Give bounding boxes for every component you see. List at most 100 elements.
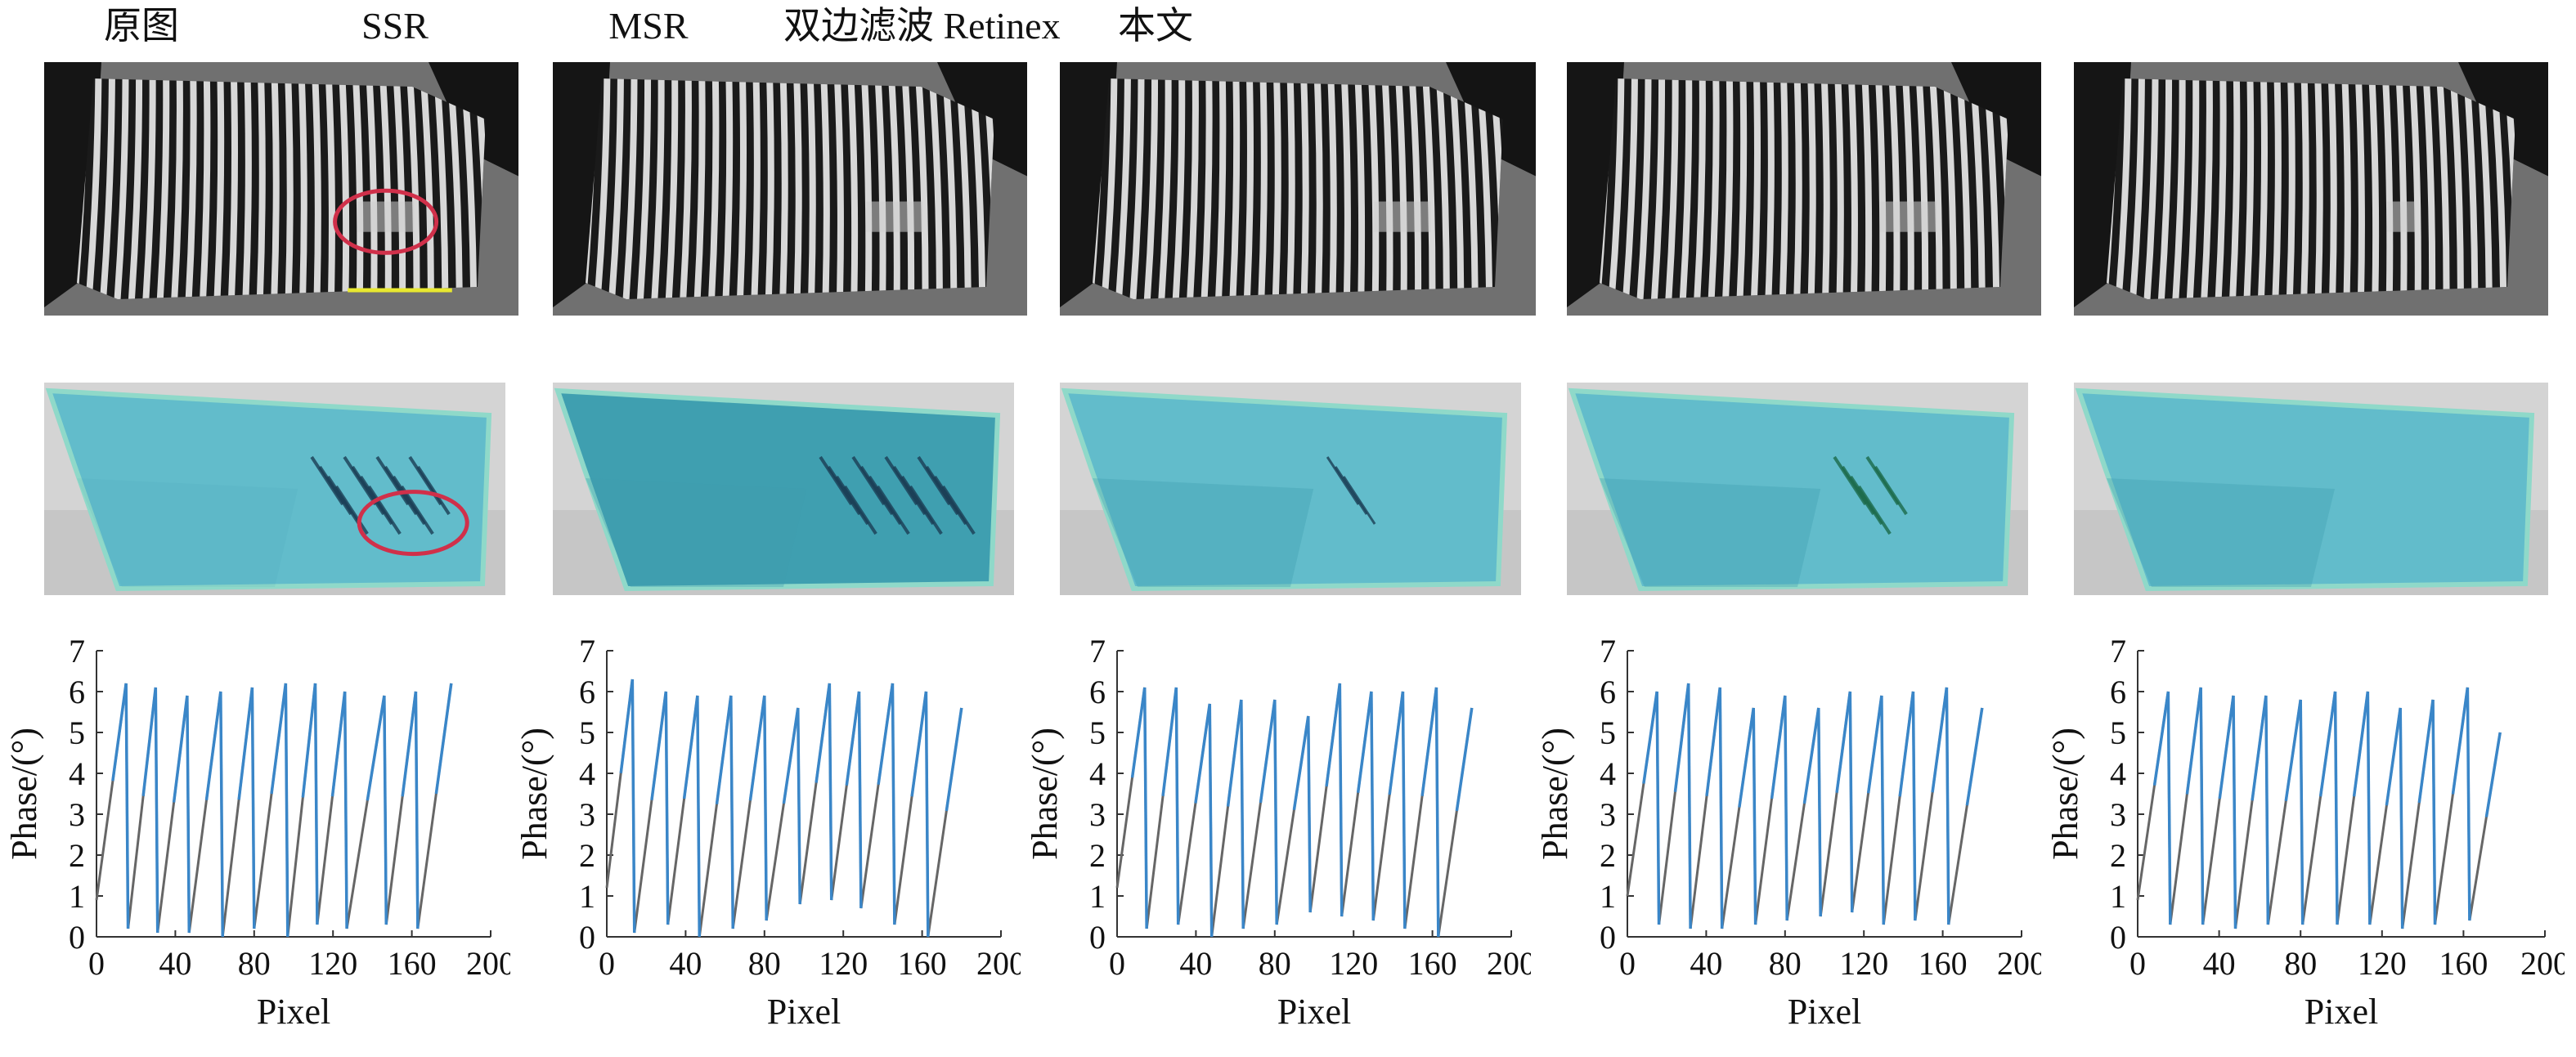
surface-shading <box>77 478 298 587</box>
defect-patch <box>1879 201 1937 232</box>
y-tick-label: 2 <box>69 837 85 874</box>
fringe-stripe <box>311 78 321 299</box>
fringe-stripe <box>1200 78 1213 299</box>
phase-line-blue <box>2166 691 2172 925</box>
fringe-stripe <box>1100 78 1118 299</box>
column-title-msr: MSR <box>608 5 689 47</box>
phase-surface-original <box>44 383 505 595</box>
fringe-stripe <box>2408 78 2421 299</box>
phase-error-streak <box>1857 485 1892 535</box>
fringe-stripe <box>365 78 378 299</box>
phase-line-blue <box>1388 691 1405 795</box>
phase-line-blue <box>845 691 861 786</box>
x-tick-label: 80 <box>1259 945 1291 982</box>
fringe-stripe <box>1313 78 1323 299</box>
fringe-stripe <box>84 78 102 299</box>
phase-line-blue <box>1292 715 1310 811</box>
fringe-stripe <box>1874 78 1887 299</box>
fringe-stripe <box>2300 78 2309 299</box>
fringe-stripe <box>2114 78 2132 299</box>
phase-error-streak <box>909 485 943 535</box>
y-tick-label: 6 <box>1089 674 1106 710</box>
column-title-original: 原图 <box>104 5 179 47</box>
phase-line-blue <box>366 695 386 801</box>
fringe-stripe <box>213 78 225 299</box>
phase-line-blue <box>1945 687 1950 925</box>
phase-line-blue <box>1307 715 1312 913</box>
phase-line-blue <box>696 695 702 938</box>
x-tick-label: 40 <box>1179 945 1212 982</box>
phase-line-blue <box>1705 687 1722 796</box>
phase-line-blue <box>434 683 453 795</box>
fringe-stripe <box>338 78 350 299</box>
fringe-stripe <box>1664 78 1679 299</box>
fringe-stripe <box>707 78 720 299</box>
phase-line-blue <box>2251 695 2268 801</box>
fringe-stripe <box>2228 78 2241 299</box>
y-tick-label: 3 <box>1089 796 1106 833</box>
fringe-stripe <box>693 78 706 299</box>
fringe-stripe <box>1271 78 1281 299</box>
x-tick-label: 40 <box>2203 945 2236 982</box>
phase-line-blue <box>877 683 895 785</box>
x-tick-label: 80 <box>1769 945 1802 982</box>
phase-line-blue <box>910 691 928 797</box>
x-tick-label: 80 <box>748 945 781 982</box>
phase-line-blue <box>1866 695 1883 794</box>
phase-line-blue <box>1208 703 1214 938</box>
defect-patch <box>2386 201 2416 232</box>
y-tick-label: 4 <box>1600 755 1616 792</box>
y-tick-label: 6 <box>1600 674 1616 710</box>
fringe-stripe <box>1185 78 1199 299</box>
y-tick-label: 1 <box>69 878 85 915</box>
fringe-stripe <box>873 78 886 299</box>
y-tick-label: 6 <box>69 674 85 710</box>
phase-line-blue <box>2484 732 2502 817</box>
fringe-stripe <box>184 78 197 299</box>
phase-line-blue <box>1338 683 1344 917</box>
phase-line-blue <box>2199 687 2205 925</box>
phase-line-blue <box>2218 695 2235 799</box>
phase-line-blue <box>1898 691 1915 797</box>
fringe-svg <box>44 62 518 316</box>
phase-line-blue <box>172 695 189 803</box>
phase-line-blue <box>945 707 963 812</box>
fringe-stripe <box>1407 78 1422 299</box>
phase-line-blue <box>219 691 224 938</box>
x-tick-label: 120 <box>819 945 868 982</box>
x-tick-label: 0 <box>1619 945 1636 982</box>
fringe-stripe <box>1901 78 1914 299</box>
y-tick-label: 5 <box>1089 714 1106 751</box>
fringe-stripe <box>141 78 156 299</box>
fringe-stripe <box>1607 78 1625 299</box>
x-axis-label: Pixel <box>257 992 330 1032</box>
phase-line-blue <box>748 695 766 801</box>
phase-line-blue <box>186 695 191 934</box>
phase-line-blue <box>284 683 289 938</box>
y-tick-label: 0 <box>69 919 85 956</box>
phase-line-blue <box>2466 687 2471 921</box>
y-tick-label: 7 <box>579 633 595 670</box>
x-tick-label: 80 <box>2284 945 2317 982</box>
y-tick-label: 4 <box>69 755 85 792</box>
fringe-stripe <box>1299 78 1309 299</box>
fringe-stripe <box>1353 78 1366 299</box>
phase-line-blue <box>1817 707 1822 917</box>
y-axis-label: Phase/(°) <box>4 728 44 860</box>
fringe-svg <box>1567 62 2041 316</box>
fringe-svg <box>1060 62 1536 316</box>
column-title-proposed: 本文 <box>1118 5 1193 47</box>
fringe-stripe <box>1764 78 1775 299</box>
surface-shading <box>1600 478 1821 587</box>
phase-line-blue <box>1686 683 1692 929</box>
fringe-stripe <box>2394 78 2408 299</box>
fringe-stripe <box>1621 78 1638 299</box>
phase-line-blue <box>2152 691 2170 786</box>
y-tick-label: 7 <box>69 633 85 670</box>
phase-line-blue <box>237 687 254 800</box>
y-tick-label: 2 <box>1600 837 1616 874</box>
fringe-image-ssr <box>553 62 1027 316</box>
phase-line-blue <box>111 683 128 782</box>
fringe-stripe <box>2200 78 2213 299</box>
phase-line-blue <box>1965 707 1984 806</box>
